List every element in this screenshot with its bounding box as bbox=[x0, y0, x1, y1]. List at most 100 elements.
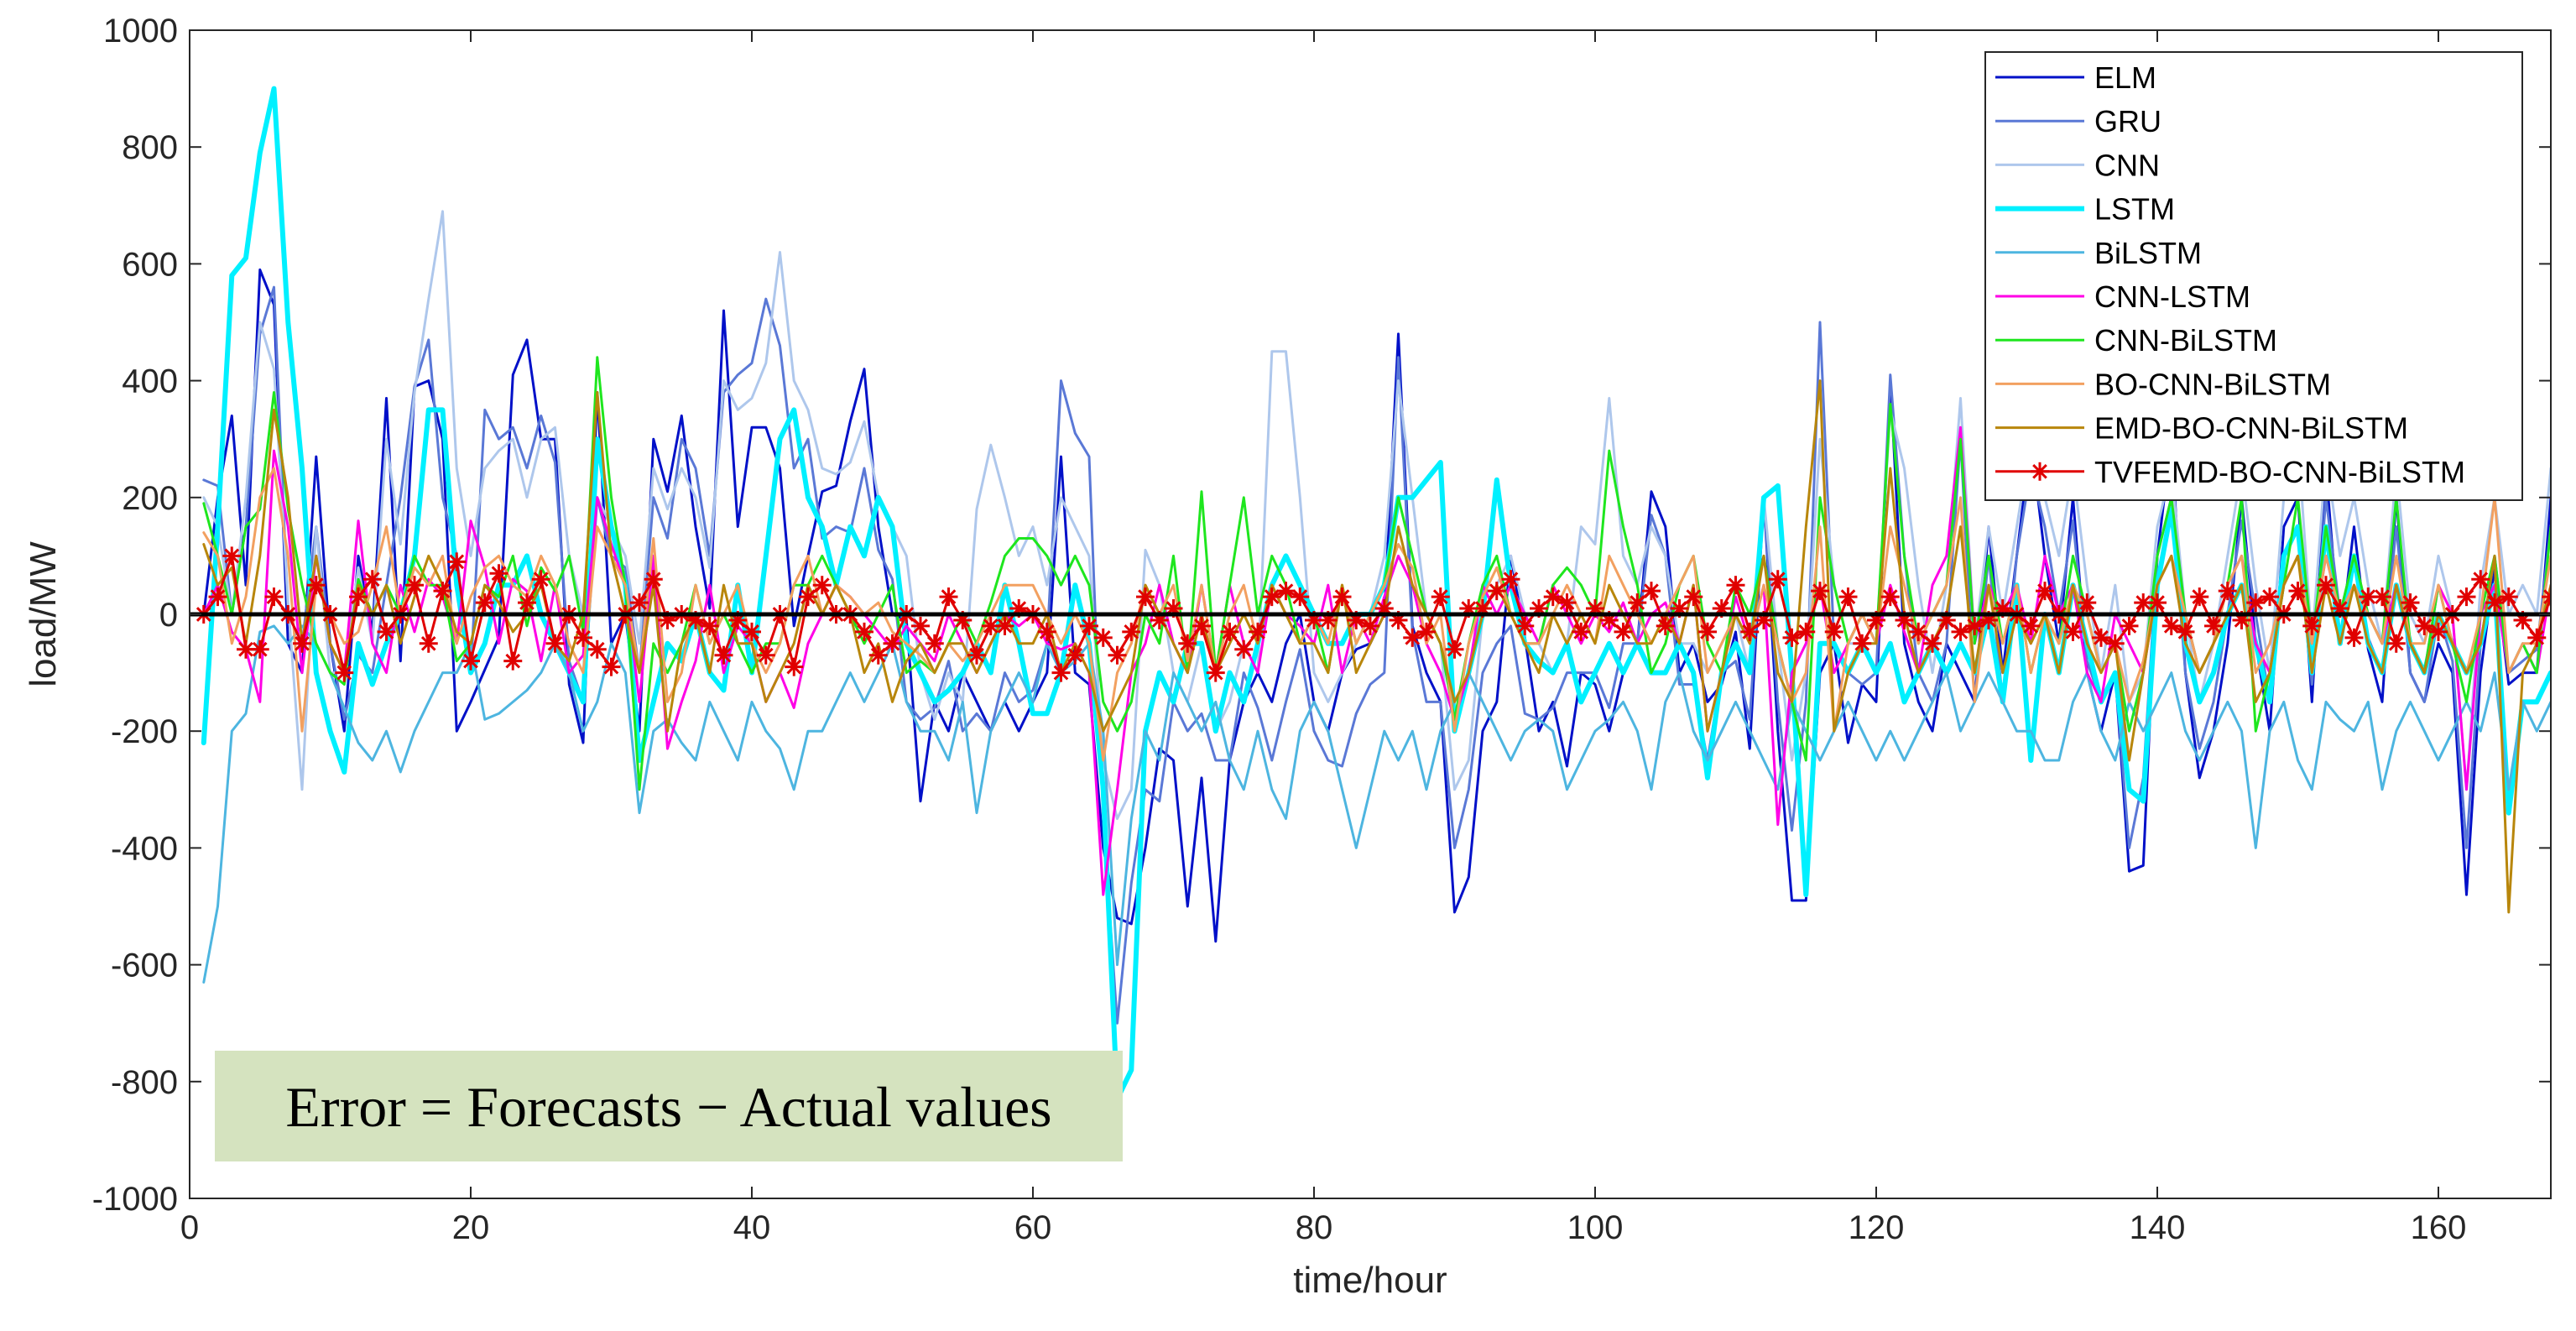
legend-item-cnn: CNN bbox=[1995, 148, 2160, 182]
data-point-marker bbox=[1361, 616, 1379, 635]
x-tick-label: 0 bbox=[180, 1209, 199, 1246]
legend-label: TVFEMD-BO-CNN-BiLSTM bbox=[2094, 455, 2465, 489]
marker-stroke bbox=[2375, 589, 2390, 604]
data-point-marker bbox=[799, 587, 817, 607]
marker-stroke bbox=[1728, 577, 1744, 593]
data-point-marker bbox=[2021, 616, 2041, 635]
marker-stroke bbox=[1124, 624, 1139, 639]
data-point-marker bbox=[1403, 628, 1422, 647]
marker-stroke bbox=[2150, 595, 2165, 610]
annotation-background bbox=[215, 1051, 1123, 1161]
data-point-marker bbox=[250, 639, 269, 659]
data-point-marker bbox=[1965, 616, 1984, 635]
y-tick-label: -800 bbox=[111, 1064, 178, 1101]
data-point-marker bbox=[1853, 634, 1872, 653]
marker-stroke bbox=[576, 630, 591, 645]
marker-stroke bbox=[1882, 589, 1898, 604]
marker-stroke bbox=[1573, 624, 1589, 639]
data-point-marker bbox=[405, 576, 424, 595]
marker-stroke bbox=[1489, 583, 1504, 598]
marker-stroke bbox=[210, 589, 226, 604]
marker-stroke bbox=[1911, 624, 1927, 639]
legend-label: BO-CNN-BiLSTM bbox=[2094, 367, 2331, 401]
legend-item-bo-cnn-bilstm: BO-CNN-BiLSTM bbox=[1995, 367, 2331, 401]
marker-stroke bbox=[2163, 619, 2179, 634]
marker-stroke bbox=[2360, 589, 2376, 604]
marker-stroke bbox=[2290, 583, 2306, 598]
y-tick-label: -600 bbox=[111, 947, 178, 984]
marker-stroke bbox=[1138, 589, 1153, 604]
data-point-marker bbox=[1066, 645, 1085, 665]
data-point-marker bbox=[2471, 570, 2490, 589]
y-tick-label: -200 bbox=[111, 713, 178, 750]
marker-stroke bbox=[2346, 630, 2362, 645]
marker-stroke bbox=[238, 641, 253, 657]
data-point-marker bbox=[714, 645, 733, 665]
data-point-marker bbox=[1080, 616, 1098, 635]
marker-stroke bbox=[2192, 589, 2208, 604]
data-point-marker bbox=[1178, 634, 1197, 653]
marker-stroke bbox=[1067, 647, 1083, 663]
data-point-marker bbox=[2401, 593, 2420, 613]
data-point-marker bbox=[2120, 616, 2139, 635]
x-tick-label: 60 bbox=[1014, 1209, 1052, 1246]
data-point-marker bbox=[743, 622, 761, 641]
legend-label: CNN bbox=[2094, 148, 2160, 182]
marker-stroke bbox=[603, 659, 619, 675]
marker-stroke bbox=[1517, 619, 1533, 634]
data-point-marker bbox=[2092, 628, 2110, 647]
marker-stroke bbox=[2107, 635, 2123, 651]
data-point-marker bbox=[1557, 593, 1577, 613]
y-tick-label: 1000 bbox=[103, 13, 178, 50]
marker-stroke bbox=[1432, 589, 1448, 604]
data-point-marker bbox=[1923, 634, 1942, 653]
data-point-marker bbox=[1698, 622, 1717, 641]
data-point-marker bbox=[2148, 593, 2167, 613]
data-point-marker bbox=[855, 622, 873, 641]
marker-stroke bbox=[870, 647, 886, 663]
marker-stroke bbox=[1686, 589, 1702, 604]
data-point-marker bbox=[419, 634, 438, 653]
marker-stroke bbox=[632, 595, 647, 610]
marker-stroke bbox=[1657, 619, 1673, 634]
data-point-marker bbox=[700, 616, 719, 635]
marker-stroke bbox=[1784, 630, 1800, 645]
data-point-marker bbox=[2105, 634, 2125, 653]
data-point-marker bbox=[2063, 622, 2083, 641]
marker-stroke bbox=[2417, 619, 2433, 634]
data-point-marker bbox=[531, 570, 550, 589]
data-point-marker bbox=[1051, 663, 1071, 682]
data-point-marker bbox=[2415, 616, 2434, 635]
data-point-marker bbox=[377, 622, 396, 641]
marker-stroke bbox=[1925, 635, 1940, 651]
marker-stroke bbox=[913, 619, 928, 634]
data-point-marker bbox=[995, 616, 1014, 635]
x-tick-label: 140 bbox=[2130, 1209, 2186, 1246]
data-point-marker bbox=[1726, 576, 1745, 595]
marker-stroke bbox=[1503, 572, 1519, 587]
legend-label: EMD-BO-CNN-BiLSTM bbox=[2094, 411, 2408, 446]
marker-stroke bbox=[1812, 583, 1828, 598]
data-point-marker bbox=[433, 582, 452, 601]
marker-stroke bbox=[2318, 577, 2334, 593]
marker-stroke bbox=[1742, 624, 1758, 639]
marker-stroke bbox=[2121, 619, 2137, 634]
data-point-marker bbox=[1093, 628, 1113, 647]
axes: 0 20 40 60 80 100 120 140 160 -1000 -800 -600 -400 -2… bbox=[23, 13, 2552, 1301]
data-point-marker bbox=[518, 593, 536, 613]
annotation-text: Error = Forecasts − Actual values bbox=[285, 1075, 1051, 1139]
marker-stroke bbox=[1053, 665, 1069, 681]
marker-stroke bbox=[2094, 630, 2109, 645]
marker-stroke bbox=[378, 624, 394, 639]
data-point-marker bbox=[1234, 639, 1254, 659]
marker-stroke bbox=[1292, 589, 1308, 604]
data-point-marker bbox=[602, 657, 621, 676]
data-point-marker bbox=[2429, 622, 2448, 641]
legend-label: LSTM bbox=[2094, 192, 2175, 227]
marker-stroke bbox=[1278, 583, 1294, 598]
data-point-marker bbox=[1220, 622, 1239, 641]
data-point-marker bbox=[1332, 587, 1352, 607]
marker-stroke bbox=[926, 635, 942, 651]
data-point-marker bbox=[2204, 616, 2223, 635]
